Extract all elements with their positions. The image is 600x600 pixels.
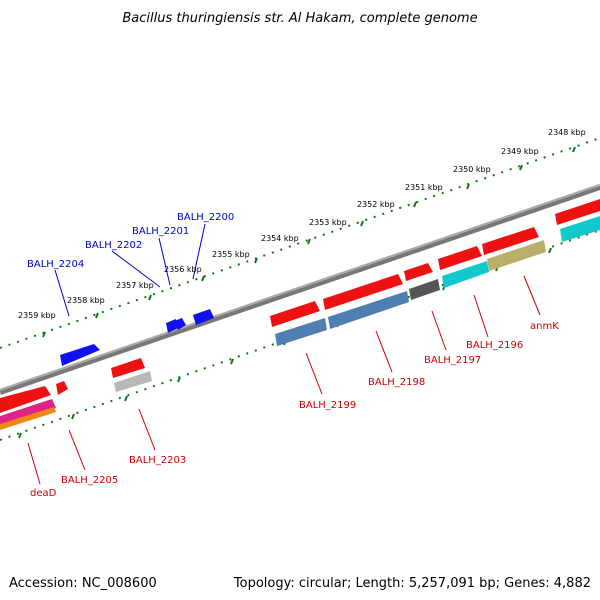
ruler-label: 2355 kbp — [212, 250, 250, 259]
gene-label-balh-2197[interactable]: BALH_2197 — [424, 355, 481, 366]
gene-arrow[interactable] — [114, 371, 152, 392]
ruler-label: 2351 kbp — [405, 183, 443, 192]
ruler-label: 2354 kbp — [261, 234, 299, 243]
gene-arrow[interactable] — [0, 407, 56, 430]
upper-major-ticks — [42, 146, 576, 338]
gene-arrow[interactable] — [442, 261, 489, 288]
ruler-label: 2352 kbp — [357, 200, 395, 209]
gene-arrow[interactable] — [56, 381, 68, 395]
gene-arrow[interactable] — [275, 318, 327, 346]
gene-label-balh-2201[interactable]: BALH_2201 — [132, 226, 189, 237]
gene-arrow[interactable] — [404, 263, 433, 281]
gene-arrow[interactable] — [174, 318, 186, 330]
gene-label-balh-2196[interactable]: BALH_2196 — [466, 340, 523, 351]
gene-arrow[interactable] — [487, 240, 546, 271]
gene-label-dead[interactable]: deaD — [30, 488, 57, 499]
upper-label-lines — [54, 223, 206, 317]
gene-label-balh-2203[interactable]: BALH_2203 — [129, 455, 186, 466]
ruler-label: 2357 kbp — [116, 281, 154, 290]
gene-label-balh-2198[interactable]: BALH_2198 — [368, 377, 425, 388]
gene-arrow[interactable] — [555, 199, 600, 225]
gene-arrow[interactable] — [328, 291, 409, 329]
gene-arrow[interactable] — [482, 227, 539, 255]
ruler-label: 2353 kbp — [309, 218, 347, 227]
topology-text: Topology: circular; Length: 5,257,091 bp… — [233, 576, 591, 591]
genome-backbone — [0, 184, 600, 395]
gene-label-balh-2202[interactable]: BALH_2202 — [85, 240, 142, 251]
ruler-label: 2359 kbp — [18, 311, 56, 320]
gene-label-balh-2199[interactable]: BALH_2199 — [299, 400, 356, 411]
gene-arrow[interactable] — [409, 279, 440, 300]
map-title: Bacillus thuringiensis str. Al Hakam, co… — [122, 11, 477, 26]
gene-arrow[interactable] — [270, 301, 320, 327]
gene-arrow[interactable] — [193, 309, 214, 325]
gene-arrow[interactable] — [323, 274, 403, 310]
ruler-label: 2348 kbp — [548, 128, 586, 137]
gene-arrow[interactable] — [560, 216, 600, 242]
gene-arrow[interactable] — [438, 246, 482, 270]
ruler-label: 2349 kbp — [501, 147, 539, 156]
gene-arrow[interactable] — [0, 386, 51, 413]
ruler-label: 2358 kbp — [67, 296, 105, 305]
gene-label-balh-2205[interactable]: BALH_2205 — [61, 475, 118, 486]
genome-backbone-highlight — [0, 184, 600, 391]
gene-label-balh-2200[interactable]: BALH_2200 — [177, 212, 234, 223]
ruler-label: 2350 kbp — [453, 165, 491, 174]
gene-label-balh-2204[interactable]: BALH_2204 — [27, 259, 84, 270]
gene-label-anmk[interactable]: anmK — [530, 321, 559, 332]
lower-label-lines — [27, 275, 541, 485]
accession-text: Accession: NC_008600 — [9, 576, 157, 591]
gene-arrow[interactable] — [111, 358, 145, 378]
gene-arrow[interactable] — [60, 344, 100, 366]
ruler-label: 2356 kbp — [164, 265, 202, 274]
